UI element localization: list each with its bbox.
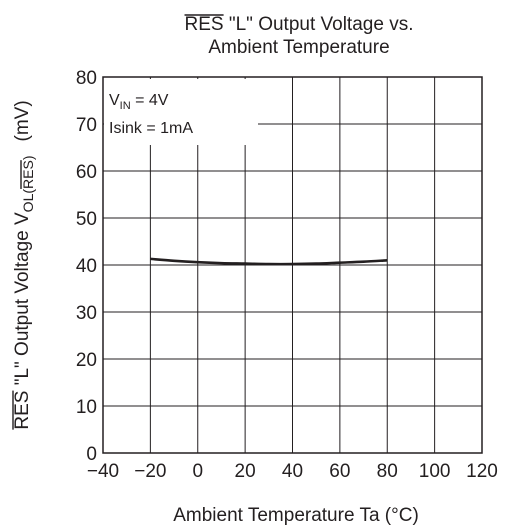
title-res-overbar-text: RES (185, 14, 224, 35)
x-tick-label: 0 (192, 461, 203, 482)
y-overbars (12, 160, 22, 430)
chart-title-line2: Ambient Temperature (208, 37, 389, 58)
x-tick-label: −40 (87, 461, 119, 482)
y-label-unit: (mV) (12, 100, 33, 141)
y-tick-label: 10 (76, 397, 97, 418)
condition-vin-value: = 4V (131, 92, 169, 109)
x-tick-label: 40 (282, 461, 303, 482)
y-tick-label: 80 (76, 68, 97, 89)
y-label-res-overbar-text: RES (12, 391, 33, 430)
y-label-sub-pre: OL( (20, 189, 36, 213)
series-line (150, 257, 388, 266)
y-label-text: "L" Output Voltage V (12, 212, 33, 391)
chart-title-line1: RES "L" Output Voltage vs. (185, 14, 414, 35)
y-tick-label: 50 (76, 209, 97, 230)
y-tick-label: 0 (86, 444, 97, 465)
plot-frame (102, 76, 483, 454)
conditions-box (104, 79, 258, 145)
y-tick-label: 20 (76, 350, 97, 371)
y-axis-label-group: RES "L" Output Voltage VOL(RES)(mV) (12, 100, 36, 429)
x-tick-label: 120 (466, 461, 498, 482)
x-tick-label: 80 (377, 461, 398, 482)
condition-vin-sub: IN (120, 100, 131, 112)
y-tick-label: 60 (76, 162, 97, 183)
condition-vin-main: V (109, 92, 120, 109)
tick-layer: −40 −20 0 20 40 60 80 100 120 0 10 20 30 40 50 60 70 80 (76, 68, 498, 482)
series-layer (150, 257, 388, 266)
y-label-sub-post: ) (20, 155, 36, 160)
title-line1-text: "L" Output Voltage vs. (224, 14, 414, 35)
x-tick-label: 20 (235, 461, 256, 482)
y-tick-label: 70 (76, 115, 97, 136)
condition-isink: Isink = 1mA (109, 120, 193, 137)
y-tick-label: 40 (76, 256, 97, 277)
x-tick-label: −20 (134, 461, 166, 482)
y-axis-label: RES "L" Output Voltage VOL(RES)(mV) (12, 100, 36, 429)
x-tick-label: 100 (419, 461, 451, 482)
x-axis-label: Ambient Temperature Ta (°C) (173, 505, 419, 526)
y-label-sub-res: RES (20, 160, 36, 189)
y-tick-label: 30 (76, 303, 97, 324)
x-tick-label: 60 (329, 461, 350, 482)
condition-vin: VIN = 4V (109, 92, 169, 112)
